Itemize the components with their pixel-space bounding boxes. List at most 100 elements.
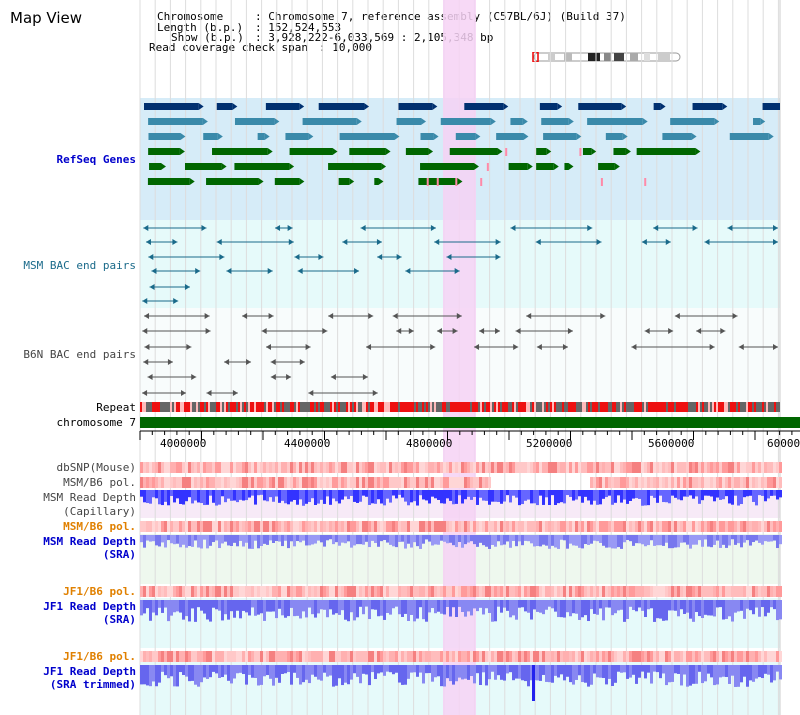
depth-bar xyxy=(488,600,491,613)
repeat-segment xyxy=(460,402,462,412)
heatmap-cell xyxy=(671,586,674,597)
heatmap-cell xyxy=(296,586,299,597)
depth-bar xyxy=(722,535,725,545)
heatmap-cell xyxy=(695,462,698,473)
gene-feature xyxy=(184,163,222,170)
depth-bar xyxy=(566,665,569,677)
repeat-segment xyxy=(320,402,322,412)
bac-end-marker xyxy=(732,313,738,319)
repeat-segment xyxy=(202,402,204,412)
depth-bar xyxy=(695,490,698,497)
gene-feature xyxy=(265,103,300,110)
heatmap-cell xyxy=(767,651,770,662)
heatmap-cell xyxy=(257,477,260,488)
heatmap-cell xyxy=(656,477,659,488)
track-label-jf1-depth-sub: (SRA) xyxy=(102,613,136,626)
heatmap-cell xyxy=(254,521,257,532)
heatmap-cell xyxy=(767,462,770,473)
gene-feature xyxy=(613,148,626,155)
heatmap-cell xyxy=(770,462,773,473)
heatmap-cell xyxy=(275,477,278,488)
heatmap-cell xyxy=(665,521,668,532)
depth-bar xyxy=(395,665,398,673)
heatmap-cell xyxy=(326,477,329,488)
depth-bar xyxy=(368,535,371,548)
heatmap-cell xyxy=(236,651,239,662)
heatmap-cell xyxy=(704,651,707,662)
heatmap-cell xyxy=(566,462,569,473)
depth-bar xyxy=(611,665,614,687)
depth-bar xyxy=(467,665,470,680)
heatmap-cell xyxy=(557,521,560,532)
depth-bar xyxy=(398,535,401,542)
heatmap-cell xyxy=(458,477,461,488)
gene-feature xyxy=(257,133,265,140)
heatmap-cell xyxy=(740,651,743,662)
depth-bar xyxy=(692,535,695,545)
repeat-segment xyxy=(408,402,410,412)
heatmap-cell xyxy=(308,462,311,473)
heatmap-cell xyxy=(140,477,143,488)
heatmap-cell xyxy=(428,651,431,662)
depth-bar xyxy=(176,665,179,687)
depth-bar xyxy=(302,490,305,506)
repeat-segment xyxy=(152,402,154,412)
depth-bar xyxy=(188,490,191,498)
heatmap-cell xyxy=(758,462,761,473)
depth-bar xyxy=(719,535,722,548)
bac-end-marker xyxy=(201,225,207,231)
depth-bar xyxy=(614,490,617,503)
track-label-msm-bac[interactable]: MSM BAC end pairs xyxy=(23,259,136,272)
heatmap-cell xyxy=(506,462,509,473)
position-axis xyxy=(139,430,800,440)
repeat-segment xyxy=(444,402,446,412)
heatmap-cell xyxy=(569,462,572,473)
heatmap-cell xyxy=(578,586,581,597)
depth-bar xyxy=(701,665,704,684)
heatmap-cell xyxy=(488,651,491,662)
heatmap-cell xyxy=(422,586,425,597)
heatmap-cell xyxy=(539,462,542,473)
heatmap-cell xyxy=(446,651,449,662)
heatmap-cell xyxy=(389,521,392,532)
chromosome-ideogram[interactable] xyxy=(530,52,682,62)
heatmap-cell xyxy=(161,651,164,662)
bac-end-marker xyxy=(206,390,212,396)
heatmap-cell xyxy=(293,586,296,597)
depth-bar xyxy=(149,600,152,621)
repeat-segment xyxy=(272,402,274,412)
heatmap-cell xyxy=(194,477,197,488)
repeat-segment xyxy=(502,402,504,412)
gene-feature xyxy=(578,103,622,110)
heatmap-cell xyxy=(335,651,338,662)
heatmap-cell xyxy=(644,651,647,662)
heatmap-cell xyxy=(605,521,608,532)
depth-bar xyxy=(506,490,509,496)
depth-bar xyxy=(560,600,563,618)
depth-bar xyxy=(455,535,458,548)
repeat-segment xyxy=(482,402,484,412)
depth-bar xyxy=(434,490,437,499)
track-label-refseq[interactable]: RefSeq Genes xyxy=(56,153,136,166)
heatmap-cell xyxy=(206,521,209,532)
heatmap-cell xyxy=(611,462,614,473)
depth-bar xyxy=(614,535,617,549)
heatmap-cell xyxy=(557,586,560,597)
repeat-segment xyxy=(352,402,354,412)
bac-end-marker xyxy=(692,225,698,231)
gene-feature xyxy=(564,163,569,170)
bac-end-marker xyxy=(644,328,650,334)
heatmap-cell xyxy=(191,586,194,597)
gene-direction-arrow xyxy=(522,118,528,125)
depth-bar xyxy=(755,665,758,679)
repeat-segment xyxy=(310,402,312,412)
gene-feature xyxy=(662,133,692,140)
heatmap-cell xyxy=(554,586,557,597)
heatmap-cell xyxy=(140,651,143,662)
track-label-b6n-bac[interactable]: B6N BAC end pairs xyxy=(23,348,136,361)
depth-bar xyxy=(260,490,263,495)
depth-bar xyxy=(251,665,254,678)
heatmap-cell xyxy=(245,586,248,597)
heatmap-cell xyxy=(605,462,608,473)
